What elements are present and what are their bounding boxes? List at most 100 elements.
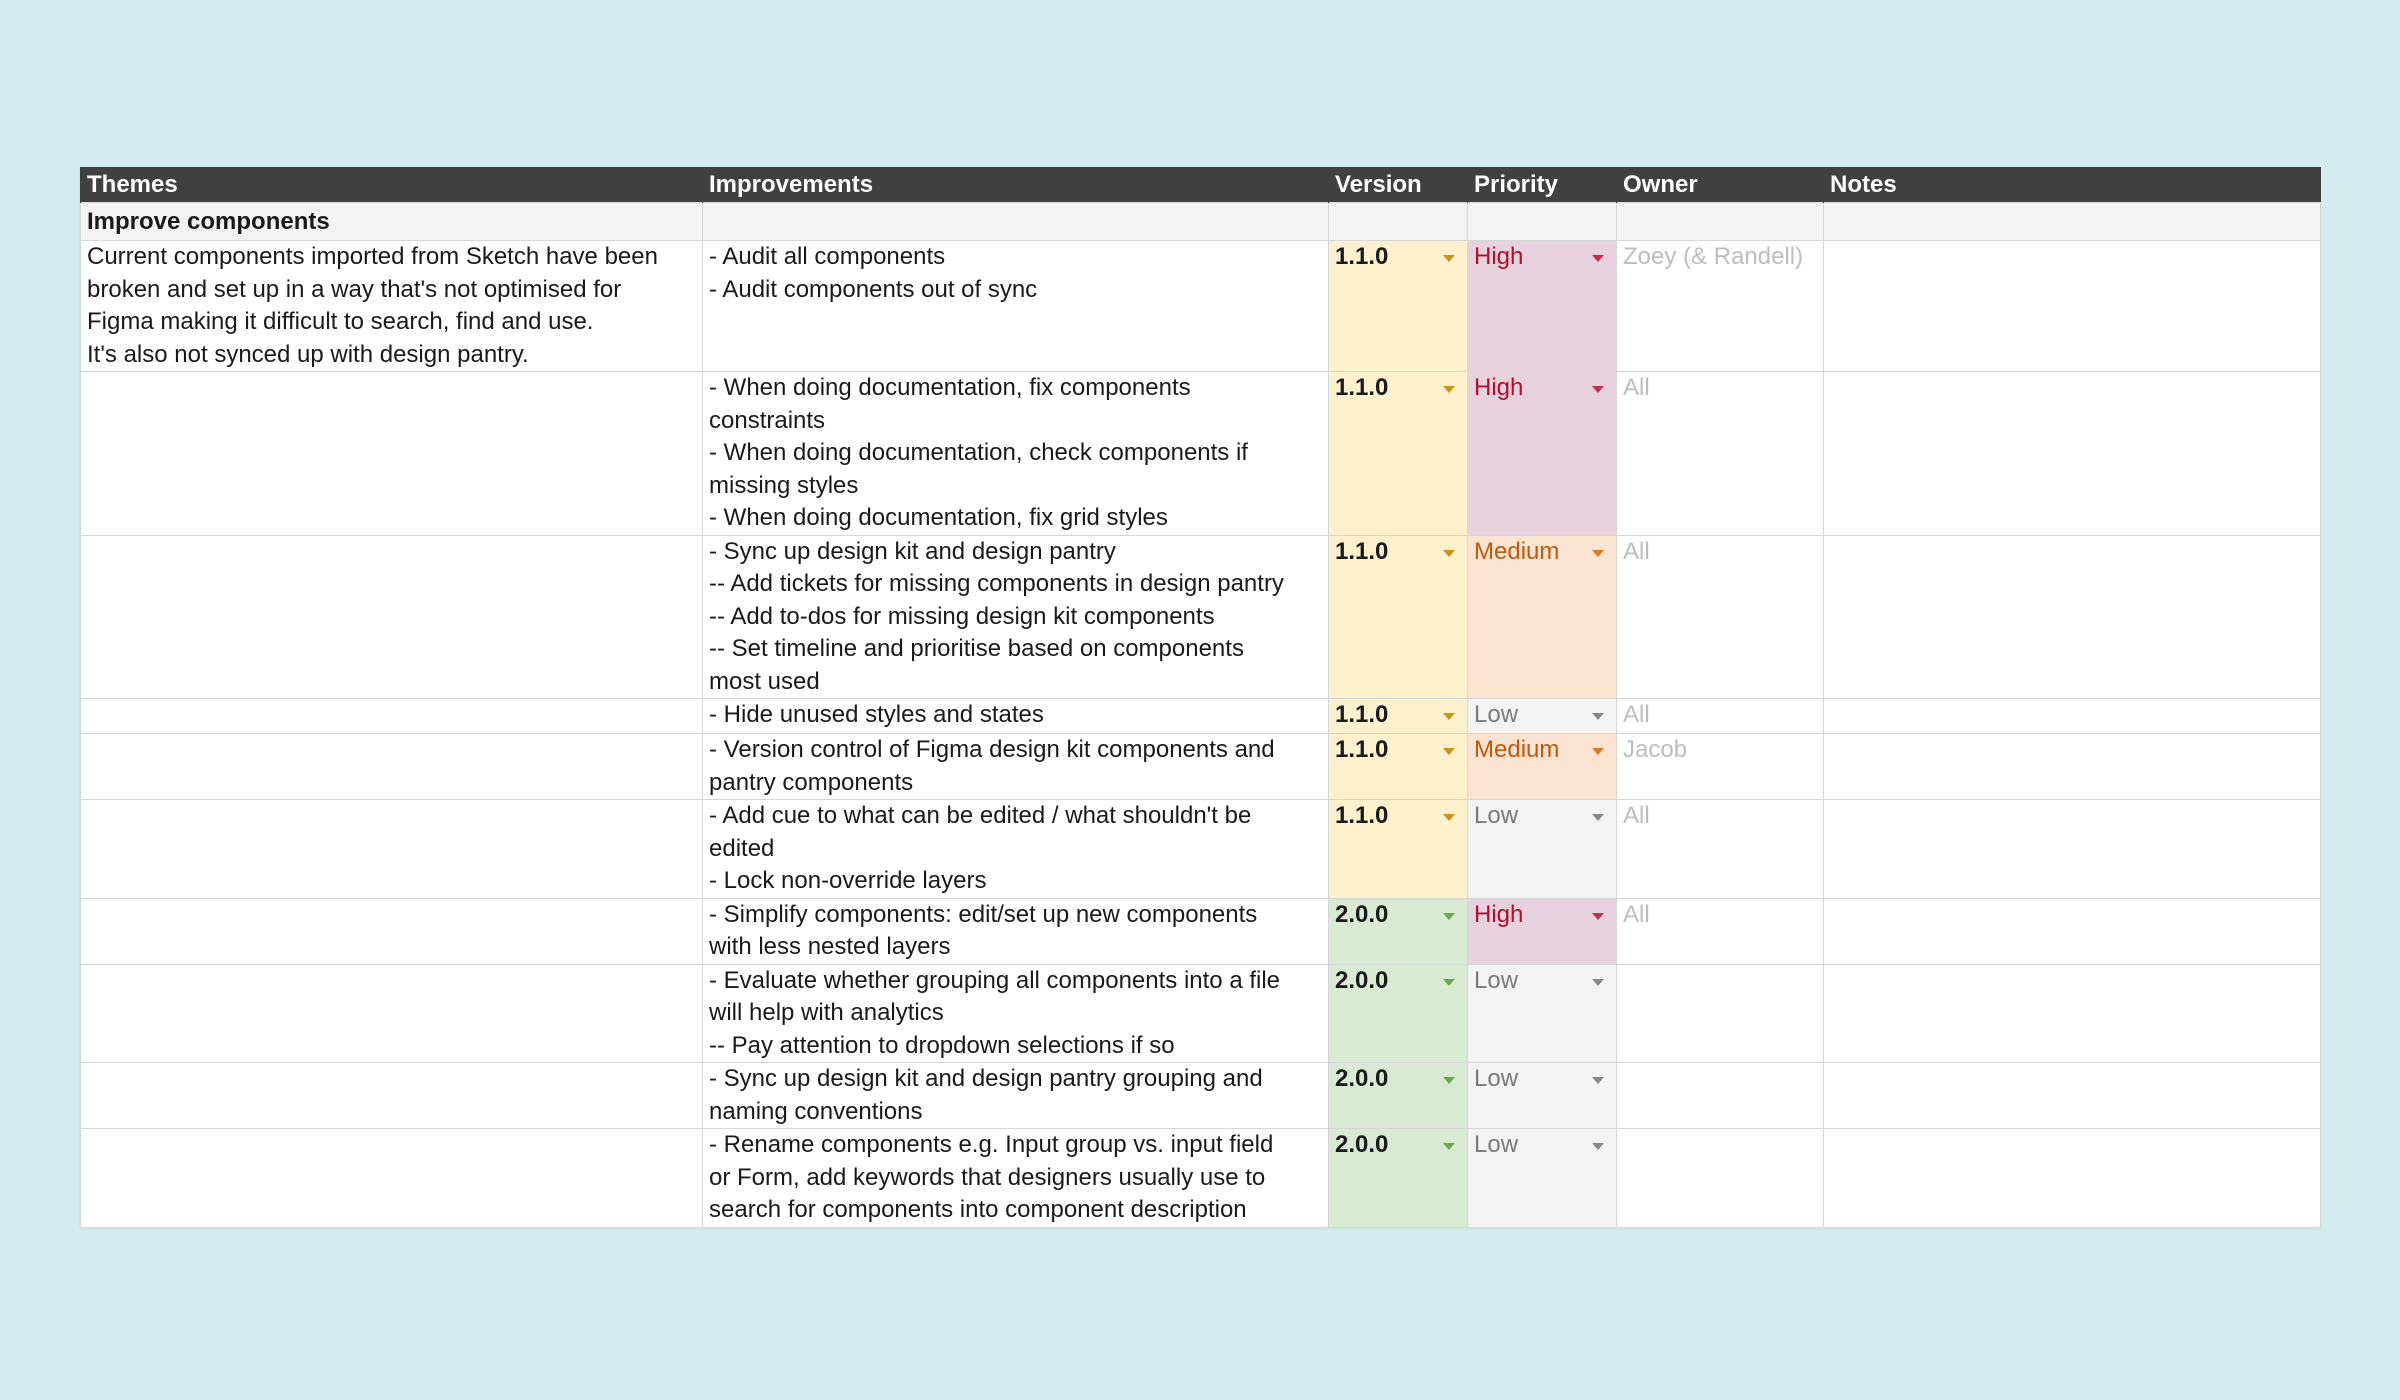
- improvement-cell[interactable]: - Simplify components: edit/set up new c…: [702, 897, 1329, 965]
- column-header-priority[interactable]: Priority: [1467, 167, 1617, 203]
- priority-dropdown[interactable]: High: [1467, 371, 1617, 536]
- version-dropdown[interactable]: 2.0.0: [1328, 897, 1468, 965]
- owner-cell[interactable]: [1616, 1062, 1824, 1129]
- dropdown-arrow-icon[interactable]: [1592, 386, 1604, 393]
- column-header-version[interactable]: Version: [1328, 167, 1468, 203]
- priority-dropdown[interactable]: Low: [1467, 1128, 1617, 1228]
- theme-cell[interactable]: Current components imported from Sketch …: [80, 240, 703, 372]
- improvement-cell[interactable]: - Version control of Figma design kit co…: [702, 733, 1329, 800]
- notes-cell[interactable]: [1823, 799, 2321, 899]
- priority-dropdown[interactable]: Medium: [1467, 733, 1617, 800]
- empty-cell[interactable]: [1467, 202, 1617, 241]
- empty-cell[interactable]: [702, 202, 1329, 241]
- theme-cell[interactable]: [80, 1128, 703, 1228]
- notes-cell[interactable]: [1823, 534, 2321, 699]
- dropdown-arrow-icon[interactable]: [1443, 549, 1455, 557]
- priority-dropdown[interactable]: High: [1467, 240, 1617, 372]
- priority-dropdown[interactable]: Medium: [1467, 534, 1617, 699]
- dropdown-arrow-icon[interactable]: [1443, 814, 1455, 821]
- dropdown-arrow-icon[interactable]: [1592, 748, 1604, 755]
- dropdown-arrow-icon[interactable]: [1443, 748, 1455, 755]
- version-value: 2.0.0: [1335, 900, 1389, 928]
- owner-cell[interactable]: All: [1616, 897, 1824, 965]
- version-dropdown[interactable]: 1.1.0: [1328, 698, 1468, 734]
- version-dropdown[interactable]: 1.1.0: [1328, 371, 1468, 536]
- priority-dropdown[interactable]: Low: [1467, 963, 1617, 1063]
- section-title-cell[interactable]: Improve components: [80, 202, 703, 241]
- owner-cell[interactable]: All: [1616, 698, 1824, 734]
- improvement-cell[interactable]: - Evaluate whether grouping all componen…: [702, 963, 1329, 1063]
- column-header-improvements[interactable]: Improvements: [702, 167, 1329, 203]
- version-dropdown[interactable]: 2.0.0: [1328, 1128, 1468, 1228]
- notes-cell[interactable]: [1823, 1128, 2321, 1228]
- table-row: Current components imported from Sketch …: [80, 240, 2321, 372]
- column-header-owner[interactable]: Owner: [1616, 167, 1824, 203]
- dropdown-arrow-icon[interactable]: [1592, 1077, 1604, 1084]
- priority-value: High: [1474, 900, 1524, 928]
- dropdown-arrow-icon[interactable]: [1443, 1077, 1455, 1084]
- dropdown-arrow-icon[interactable]: [1592, 912, 1604, 920]
- improvement-cell[interactable]: - Add cue to what can be edited / what s…: [702, 799, 1329, 899]
- dropdown-arrow-icon[interactable]: [1443, 978, 1455, 986]
- theme-cell[interactable]: [80, 897, 703, 965]
- dropdown-arrow-icon[interactable]: [1592, 549, 1604, 557]
- owner-cell[interactable]: [1616, 1128, 1824, 1228]
- dropdown-arrow-icon[interactable]: [1592, 978, 1604, 986]
- priority-dropdown[interactable]: Low: [1467, 698, 1617, 734]
- notes-cell[interactable]: [1823, 897, 2321, 965]
- empty-cell[interactable]: [1328, 202, 1468, 241]
- improvement-cell[interactable]: - Sync up design kit and design pantry g…: [702, 1062, 1329, 1129]
- notes-cell[interactable]: [1823, 963, 2321, 1063]
- improvement-cell[interactable]: - Hide unused styles and states: [702, 698, 1329, 734]
- priority-value: Low: [1474, 701, 1519, 728]
- theme-cell[interactable]: [80, 1062, 703, 1129]
- version-dropdown[interactable]: 2.0.0: [1328, 963, 1468, 1063]
- notes-cell[interactable]: [1823, 371, 2321, 536]
- dropdown-arrow-icon[interactable]: [1443, 713, 1455, 720]
- theme-cell[interactable]: [80, 733, 703, 800]
- priority-dropdown[interactable]: Low: [1467, 1062, 1617, 1129]
- version-value: 2.0.0: [1335, 966, 1389, 994]
- theme-cell[interactable]: [80, 963, 703, 1063]
- version-dropdown[interactable]: 1.1.0: [1328, 733, 1468, 800]
- owner-cell[interactable]: Jacob: [1616, 733, 1824, 800]
- improvement-cell[interactable]: - Audit all components - Audit component…: [702, 240, 1329, 372]
- dropdown-arrow-icon[interactable]: [1592, 814, 1604, 821]
- empty-cell[interactable]: [1616, 202, 1824, 241]
- dropdown-arrow-icon[interactable]: [1443, 912, 1455, 920]
- improvement-cell[interactable]: - Rename components e.g. Input group vs.…: [702, 1128, 1329, 1228]
- owner-cell[interactable]: All: [1616, 799, 1824, 899]
- improvement-cell[interactable]: - Sync up design kit and design pantry -…: [702, 534, 1329, 699]
- theme-cell[interactable]: [80, 371, 703, 536]
- theme-cell[interactable]: [80, 698, 703, 734]
- version-dropdown[interactable]: 1.1.0: [1328, 240, 1468, 372]
- column-header-notes[interactable]: Notes: [1823, 167, 2321, 203]
- theme-cell[interactable]: [80, 799, 703, 899]
- owner-cell[interactable]: All: [1616, 371, 1824, 536]
- version-dropdown[interactable]: 1.1.0: [1328, 534, 1468, 699]
- version-dropdown[interactable]: 2.0.0: [1328, 1062, 1468, 1129]
- dropdown-arrow-icon[interactable]: [1443, 1143, 1455, 1150]
- owner-cell[interactable]: All: [1616, 534, 1824, 699]
- table-row: - Sync up design kit and design pantry g…: [80, 1062, 2321, 1129]
- dropdown-arrow-icon[interactable]: [1592, 713, 1604, 720]
- dropdown-arrow-icon[interactable]: [1592, 255, 1604, 262]
- theme-cell[interactable]: [80, 534, 703, 699]
- notes-cell[interactable]: [1823, 733, 2321, 800]
- priority-dropdown[interactable]: Low: [1467, 799, 1617, 899]
- empty-cell[interactable]: [1823, 202, 2321, 241]
- version-dropdown[interactable]: 1.1.0: [1328, 799, 1468, 899]
- notes-cell[interactable]: [1823, 240, 2321, 372]
- owner-cell[interactable]: [1616, 963, 1824, 1063]
- notes-cell[interactable]: [1823, 1062, 2321, 1129]
- notes-cell[interactable]: [1823, 698, 2321, 734]
- priority-dropdown[interactable]: High: [1467, 897, 1617, 965]
- version-value: 2.0.0: [1335, 1065, 1389, 1092]
- dropdown-arrow-icon[interactable]: [1592, 1143, 1604, 1150]
- owner-cell[interactable]: Zoey (& Randell): [1616, 240, 1824, 372]
- improvement-cell[interactable]: - When doing documentation, fix componen…: [702, 371, 1329, 536]
- dropdown-arrow-icon[interactable]: [1443, 255, 1455, 262]
- dropdown-arrow-icon[interactable]: [1443, 386, 1455, 393]
- version-value: 1.1.0: [1335, 736, 1389, 763]
- column-header-themes[interactable]: Themes: [80, 167, 703, 203]
